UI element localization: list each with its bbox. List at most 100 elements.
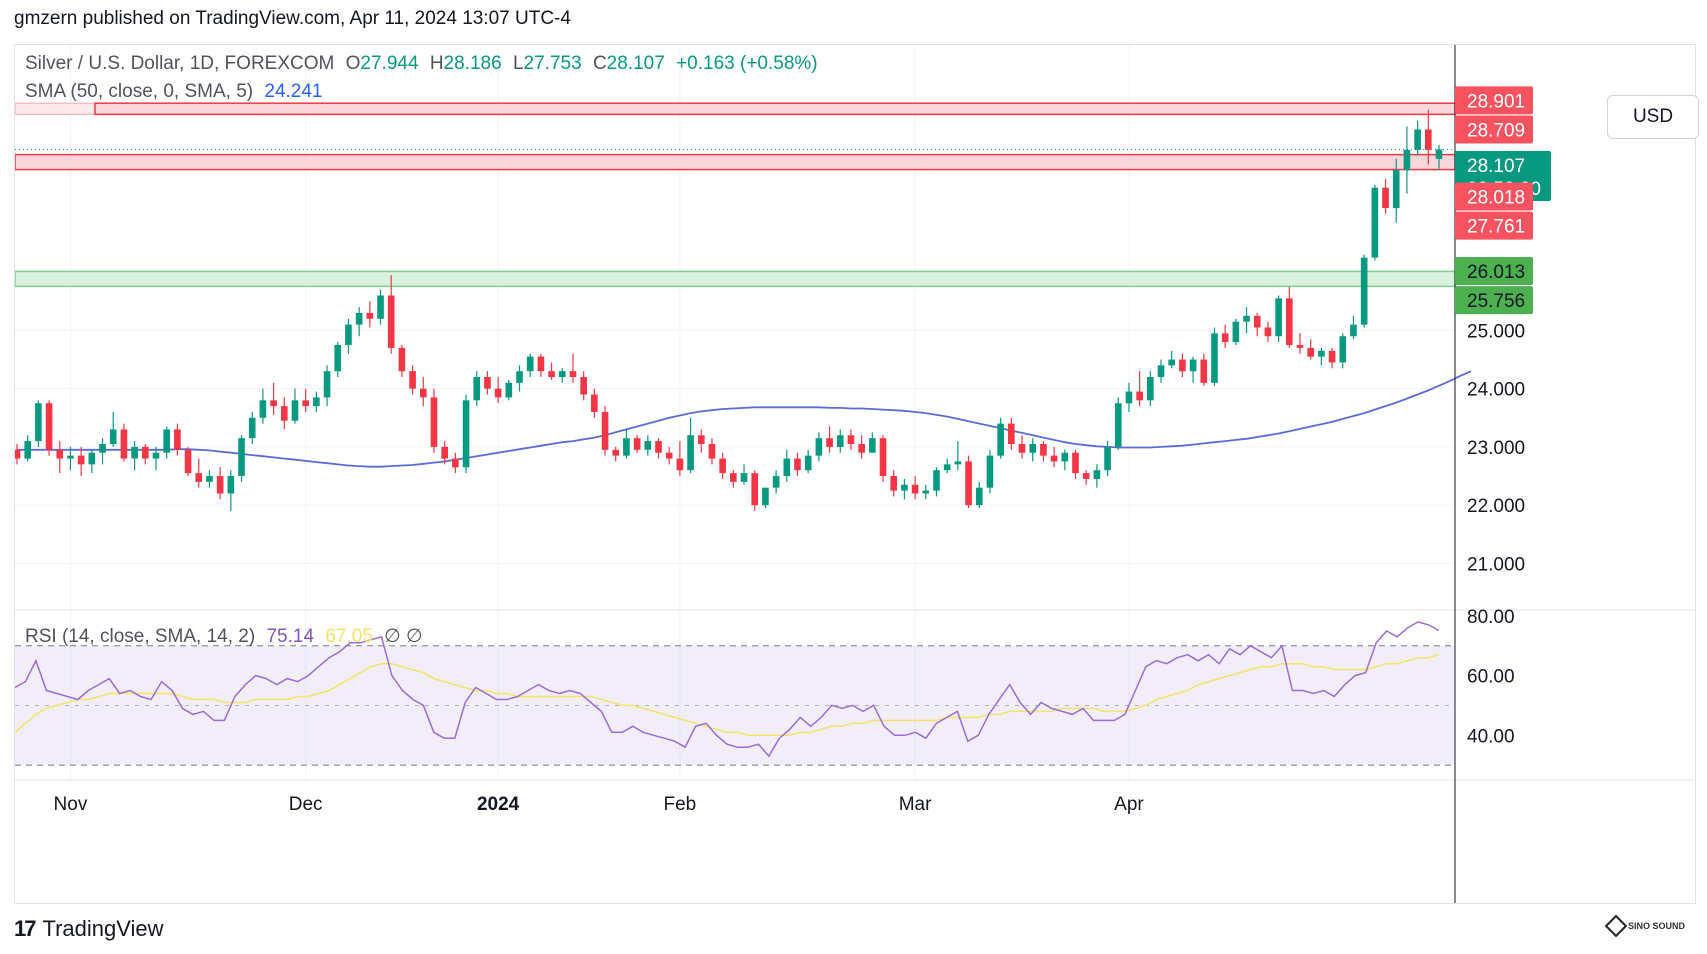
candle-body [1253,315,1261,328]
candle-body [740,473,748,482]
time-axis-label: 2024 [477,794,520,815]
candle-body [558,371,566,378]
candle-body [484,377,491,389]
price-tick-label: 23.000 [1467,438,1525,459]
candle-body [387,295,395,348]
candle-body [248,417,256,439]
candle-body [1275,298,1282,337]
price-tick-label: 21.000 [1467,554,1525,575]
candle-body [1125,391,1133,404]
candle-body [1147,377,1154,401]
candle-body [697,435,705,444]
candle-body [1072,452,1079,474]
rsi-value: 75.14 [266,626,315,647]
time-axis-label: Apr [1114,794,1144,815]
candle-body [858,443,865,453]
candle-body [174,429,181,450]
candle-body [1435,149,1443,159]
sma-value: 24.241 [264,81,323,102]
candle-body [794,458,801,471]
last-price-tag: 28.107 [1467,156,1525,177]
candle-body [719,458,726,474]
candle-body [67,455,74,459]
candle-body [580,377,587,395]
candle-body [1114,403,1122,447]
resistance-zone-stub [15,102,96,115]
candle-body [430,397,438,447]
sup-bottom-tag-bg [1455,286,1533,315]
candle-body [730,473,737,482]
candle-body [591,394,598,412]
candle-body [88,452,96,465]
candle-body [1318,350,1325,357]
candle-body [676,458,684,471]
candle-body [965,461,972,506]
candle-body [890,476,898,491]
candle-body [526,356,534,372]
brand-name: TradingView [42,916,164,941]
rsi-ma-value: 67.05 [325,626,373,647]
candle-body [975,487,983,506]
candle-body [334,344,342,372]
candle-body [601,411,609,450]
candle-body [452,458,459,468]
time-axis-label: Nov [54,794,88,815]
candle-body [377,295,384,319]
candle-body [1360,257,1368,325]
candle-body [1211,333,1218,383]
candle-body [665,452,673,459]
candle-body [1157,365,1165,378]
res2-top-tag-bg [1455,182,1533,211]
rsi-line [15,621,1440,758]
candle-body [1286,298,1293,345]
candle-body [1168,359,1176,366]
candle-body [1061,452,1069,462]
candle-body [836,435,844,447]
price-tick-label: 22.000 [1467,496,1525,517]
currency-button[interactable]: USD [1607,95,1699,139]
candle-body [345,324,352,345]
candle-body [708,443,716,459]
candle-body [270,400,277,407]
candle-body [783,458,791,477]
sup-top-tag: 26.013 [1467,262,1525,283]
res-top-tag: 28.901 [1467,91,1525,112]
candle-body [1296,344,1304,348]
candle-body [1243,315,1250,322]
rsi-legend: RSI (14, close, SMA, 14, 2) 75.14 67.05 … [25,625,429,648]
close-value: 28.107 [606,53,665,74]
candle-body [163,429,170,453]
tradingview-logo[interactable]: 17 TradingView [14,916,164,942]
candle-body [772,476,780,488]
candle-body [1414,129,1421,150]
candle-body [1328,350,1336,363]
candle-body [644,441,652,450]
candle-body [997,423,1004,456]
support-zone [15,270,1456,288]
candle-body [206,476,213,482]
candle-body [195,473,203,482]
price-chart[interactable]: 21.000 22.000 23.000 24.000 25.000 40.00 60.00… [15,45,1695,903]
candle-body [633,438,641,450]
candle-body [687,435,694,471]
candle-body [24,441,32,459]
candle-body [1179,359,1186,372]
chart-frame[interactable]: 21.000 22.000 23.000 24.000 25.000 40.00 60.00… [14,44,1699,904]
candle-body [1392,170,1400,209]
candle-body [655,441,662,453]
candle-body [1093,470,1101,479]
candle-body [826,438,833,447]
resistance-zone [94,102,1456,116]
candle-body [548,371,555,378]
candle-body [1371,187,1379,258]
candle-body [259,400,267,418]
watermark-text: SINO SOUND [1628,921,1686,931]
candle-body [1050,455,1058,462]
candle-body [441,446,448,459]
candle-body [751,473,759,506]
candle-body [141,446,149,459]
candle-body [1018,443,1026,453]
high-value: 28.186 [443,53,502,74]
candle-body [45,403,53,450]
candle-body [804,455,812,471]
